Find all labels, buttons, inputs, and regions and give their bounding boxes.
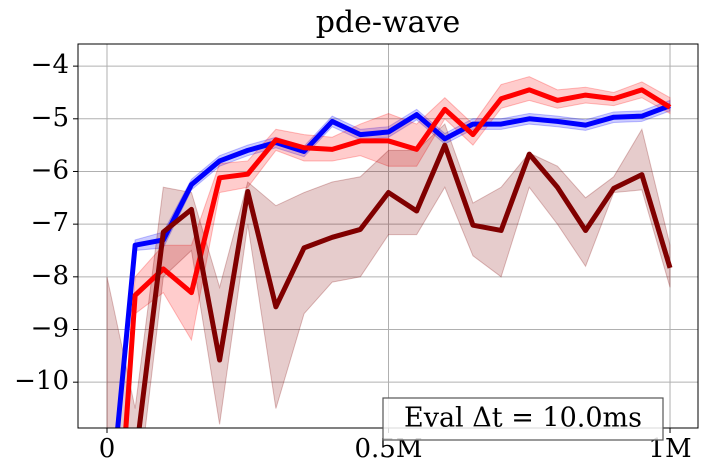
y-tick-label: −9: [31, 313, 69, 343]
annotation: Eval Δt = 10.0ms: [404, 403, 642, 434]
y-tick-label: −4: [31, 50, 69, 80]
y-tick-label: −7: [31, 208, 69, 238]
y-tick-label: −10: [14, 366, 69, 396]
y-tick-label: −6: [31, 155, 69, 185]
plot-area: [106, 76, 673, 428]
series-line: [136, 142, 673, 428]
error-band: [123, 76, 671, 428]
y-tick-label: −8: [31, 261, 69, 291]
series-line: [115, 103, 671, 428]
y-tick-label: −5: [31, 103, 69, 133]
annotation-box: [382, 397, 664, 441]
chart-title: pde-wave: [316, 5, 461, 40]
x-tick-label: 0: [99, 434, 116, 464]
